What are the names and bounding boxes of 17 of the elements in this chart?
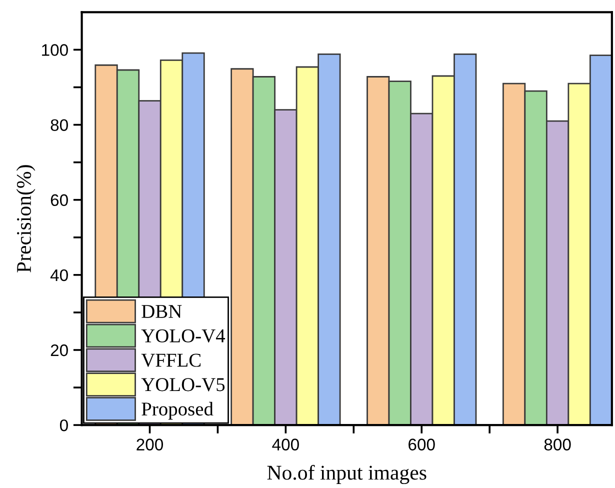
y-tick-label: 20	[50, 344, 68, 356]
y-tick-label: 40	[50, 269, 68, 282]
y-axis-title: Precision(%)	[16, 165, 36, 272]
legend-label: VFFLC	[141, 354, 201, 367]
y-tick-label: 100	[42, 44, 68, 56]
y-tick-label: 60	[50, 194, 68, 206]
x-axis-title: No.of input images	[267, 464, 426, 484]
y-tick-label: 0	[60, 419, 68, 432]
x-tick-label: 200	[136, 438, 164, 450]
x-tick-label: 800	[544, 438, 571, 450]
x-tick-label: 400	[272, 438, 299, 450]
legend-label: YOLO-V4	[141, 329, 226, 343]
legend-label: DBN	[142, 305, 182, 318]
y-tick-label: 80	[50, 119, 68, 131]
legend-label: YOLO-V5	[141, 378, 225, 392]
x-tick-label: 600	[408, 438, 435, 450]
legend-label: Proposed	[142, 402, 214, 420]
